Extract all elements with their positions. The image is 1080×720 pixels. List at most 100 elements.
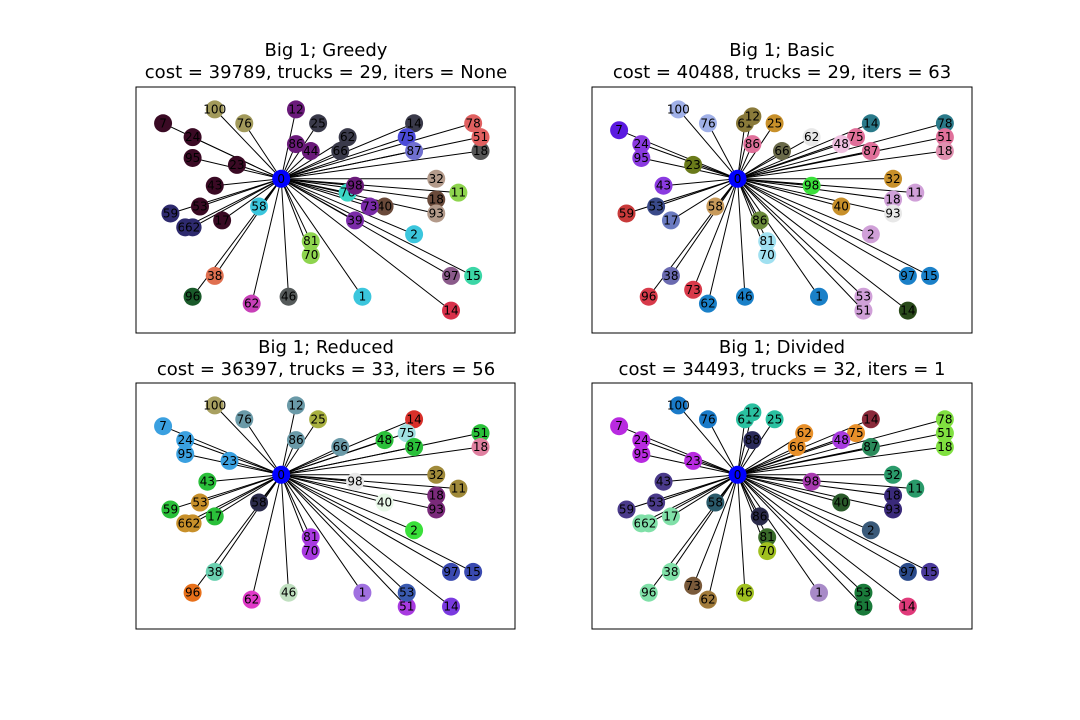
route-edge [184, 178, 282, 228]
node-label: 18 [429, 489, 444, 503]
node-circle [661, 562, 680, 581]
customer-node: 43 [205, 176, 224, 195]
customer-node: 87 [861, 142, 880, 161]
route-edge [184, 474, 282, 524]
customer-node: 23 [684, 155, 703, 174]
node-circle [758, 542, 777, 561]
route-edge [737, 178, 864, 298]
node-circle [183, 148, 202, 167]
node-label: 7 [615, 123, 623, 137]
customer-node: 32 [884, 465, 903, 484]
customer-node: 62 [795, 424, 814, 443]
node-label: 53 [648, 200, 663, 214]
node-circle [205, 396, 224, 415]
node-label: 62 [185, 220, 200, 234]
route-edge [737, 474, 864, 607]
customer-node: 53 [647, 493, 666, 512]
node-circle [449, 183, 468, 202]
route-edge [214, 178, 282, 187]
node-label: 15 [466, 565, 481, 579]
customer-node: 81 [301, 232, 320, 251]
customer-node: 40 [375, 197, 394, 216]
route-edge [737, 419, 746, 475]
customer-node: 81 [758, 232, 777, 251]
node-label: 7 [159, 419, 167, 433]
customer-node: 62 [242, 294, 261, 313]
customer-node: 62 [698, 294, 717, 313]
node-label: 11 [908, 186, 923, 200]
node-circle [464, 266, 483, 285]
customer-node: 46 [279, 287, 298, 306]
route-edge [280, 178, 312, 242]
node-label: 14 [443, 304, 458, 318]
node-label: 76 [237, 116, 252, 130]
node-circle [802, 128, 821, 147]
node-circle [610, 121, 629, 140]
customer-node: 11 [906, 183, 925, 202]
customer-node: 93 [884, 500, 903, 519]
node-label: 59 [619, 502, 634, 516]
depot-label: 0 [277, 468, 285, 482]
route-edge [281, 150, 481, 180]
node-circle [854, 301, 873, 320]
node-circle [906, 479, 925, 498]
customer-node: 39 [346, 211, 365, 230]
node-label: 73 [686, 579, 701, 593]
route-edge [641, 474, 738, 524]
node-circle [750, 507, 769, 526]
route-edge [221, 178, 282, 221]
node-label: 76 [700, 412, 715, 426]
customer-node: 76 [698, 114, 717, 133]
node-label: 17 [207, 509, 222, 523]
depot-label: 0 [734, 468, 742, 482]
node-circle [205, 100, 224, 119]
node-label: 95 [178, 447, 193, 461]
customer-node: 38 [661, 266, 680, 285]
depot-circle [272, 465, 291, 484]
customer-node: 18 [471, 438, 490, 457]
customer-node: 51 [397, 597, 416, 616]
node-circle [750, 211, 769, 230]
node-label: 95 [185, 151, 200, 165]
route-edge [280, 474, 363, 594]
route-edge [663, 474, 738, 483]
customer-node: 46 [735, 287, 754, 306]
node-label: 1 [359, 586, 367, 600]
customer-node: 53 [854, 583, 873, 602]
route-edge [280, 474, 408, 594]
node-circle [706, 197, 725, 216]
customer-node: 88 [743, 431, 762, 450]
customer-node: 7 [610, 417, 629, 436]
node-label: 46 [737, 586, 752, 600]
route-edge [214, 474, 282, 573]
node-circle [861, 438, 880, 457]
node-label: 87 [863, 440, 878, 454]
node-label: 75 [399, 130, 414, 144]
node-circle [375, 431, 394, 450]
node-label: 87 [406, 440, 421, 454]
node-circle [795, 424, 814, 443]
node-label: 18 [429, 193, 444, 207]
route-edge [737, 432, 945, 476]
customer-node: 86 [286, 135, 305, 154]
customer-node: 66 [773, 142, 791, 161]
node-label: 59 [163, 206, 178, 220]
node-circle [427, 486, 446, 505]
node-label: 40 [834, 200, 849, 214]
node-circle [661, 266, 680, 285]
customer-node: 58 [706, 197, 725, 216]
customer-node: 2 [861, 225, 880, 244]
node-circle [405, 521, 424, 540]
customer-node: 53 [190, 197, 209, 216]
node-circle [639, 287, 658, 306]
node-label: 46 [281, 290, 296, 304]
chart-title: Big 1; Divided [718, 337, 846, 358]
node-circle [331, 438, 350, 457]
customer-node: 53 [190, 493, 209, 512]
node-circle [617, 204, 636, 223]
customer-node: 51 [854, 597, 873, 616]
route-edge [192, 178, 282, 228]
node-label: 2 [410, 227, 418, 241]
node-circle [610, 417, 629, 436]
customer-node: 38 [661, 562, 680, 581]
